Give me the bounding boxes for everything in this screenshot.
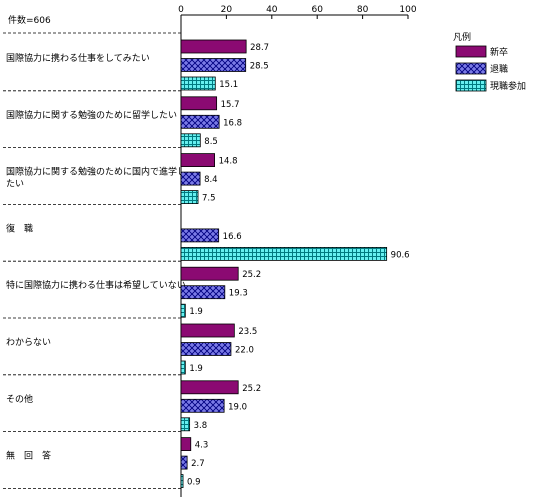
bar-value-label: 7.5 [202, 194, 216, 204]
bar-新卒-4 [180, 266, 239, 281]
bar-現職参加-6 [180, 417, 191, 432]
x-tick-label: 80 [357, 5, 369, 15]
bar-value-label: 25.2 [242, 270, 261, 280]
bar-現職参加-2 [180, 190, 199, 205]
bar-value-label: 22.0 [235, 346, 254, 356]
bar-value-label: 15.1 [219, 80, 238, 90]
bar-value-label: 1.9 [189, 364, 203, 374]
bars: 28.7 15.7 14.8 25.2 23.5 25.2 4.3 28.5 16.8 8.4 16… [180, 39, 410, 489]
x-tick-label: 60 [311, 5, 323, 15]
legend-label: 現職参加 [490, 80, 526, 92]
category-labels: 国際協力に携わる仕事をしてみたい国際協力に関する勉強のために留学したい国際協力に… [6, 52, 186, 462]
legend-swatch-退職 [455, 62, 487, 75]
bar-新卒-2 [180, 153, 215, 168]
bar-新卒-5 [180, 323, 235, 338]
legend-label: 退職 [490, 64, 508, 75]
bar-value-label: 16.8 [223, 118, 242, 128]
category-label: 特に国際協力に携わる仕事は希望していない [6, 279, 186, 291]
bar-退職-5 [180, 342, 232, 356]
bar-value-label: 0.9 [187, 478, 201, 488]
bar-新卒-6 [180, 380, 239, 395]
bar-value-label: 23.5 [238, 327, 257, 337]
bar-退職-2 [180, 171, 201, 186]
bar-value-label: 2.7 [191, 459, 205, 469]
bar-新卒-7 [180, 437, 192, 452]
legend-swatch-現職参加 [455, 79, 487, 92]
bar-新卒-1 [180, 96, 218, 111]
bar-退職-6 [180, 398, 225, 413]
bar-退職-0 [180, 58, 247, 72]
x-tick-label: 0 [178, 5, 184, 15]
x-axis: 0 20 40 60 80 100 [178, 5, 417, 497]
bar-value-label: 19.3 [229, 289, 248, 299]
bar-value-label: 28.5 [250, 62, 269, 72]
bar-現職参加-5 [180, 360, 186, 375]
bar-現職参加-0 [180, 76, 216, 91]
category-label: 国際協力に携わる仕事をしてみたい [6, 52, 150, 64]
category-label: わからない [6, 337, 51, 348]
legend-label: 新卒 [490, 46, 508, 58]
category-label: その他 [6, 393, 33, 405]
bar-value-label: 19.0 [228, 402, 247, 412]
category-label: 国際協力に関する勉強のために国内で進学したい [6, 166, 186, 190]
category-label: 無 回 答 [6, 450, 51, 462]
x-tick-label: 40 [266, 5, 278, 15]
category-label: 国際協力に関する勉強のために留学したい [6, 109, 177, 121]
bar-value-label: 15.7 [221, 100, 240, 110]
bar-value-label: 8.5 [204, 137, 218, 147]
bar-現職参加-4 [180, 303, 186, 318]
bar-value-label: 8.4 [204, 175, 218, 185]
bar-退職-4 [180, 285, 226, 300]
bar-value-label: 3.8 [194, 421, 208, 431]
x-tick-label: 20 [221, 5, 233, 15]
category-separators [3, 32, 181, 489]
bar-新卒-0 [180, 39, 247, 54]
bar-value-label: 28.7 [250, 43, 269, 53]
category-label: 復 職 [6, 222, 33, 234]
bar-value-label: 25.2 [242, 384, 261, 394]
bar-現職参加-3 [180, 246, 388, 261]
bar-退職-1 [180, 114, 220, 129]
bar-現職参加-7 [180, 474, 184, 489]
bar-value-label: 1.9 [189, 307, 203, 317]
x-tick-label: 100 [399, 5, 416, 15]
bar-value-label: 90.6 [391, 250, 410, 260]
bar-value-label: 14.8 [219, 157, 238, 167]
bar-退職-7 [180, 455, 188, 470]
legend-swatch-新卒 [455, 45, 487, 58]
bar-value-label: 16.6 [223, 232, 242, 242]
sample-size-label: 件数=606 [8, 14, 51, 26]
bar-現職参加-1 [180, 133, 201, 148]
bar-value-label: 4.3 [195, 441, 209, 451]
legend-title: 凡例 [453, 31, 471, 43]
bar-退職-3 [180, 228, 220, 243]
